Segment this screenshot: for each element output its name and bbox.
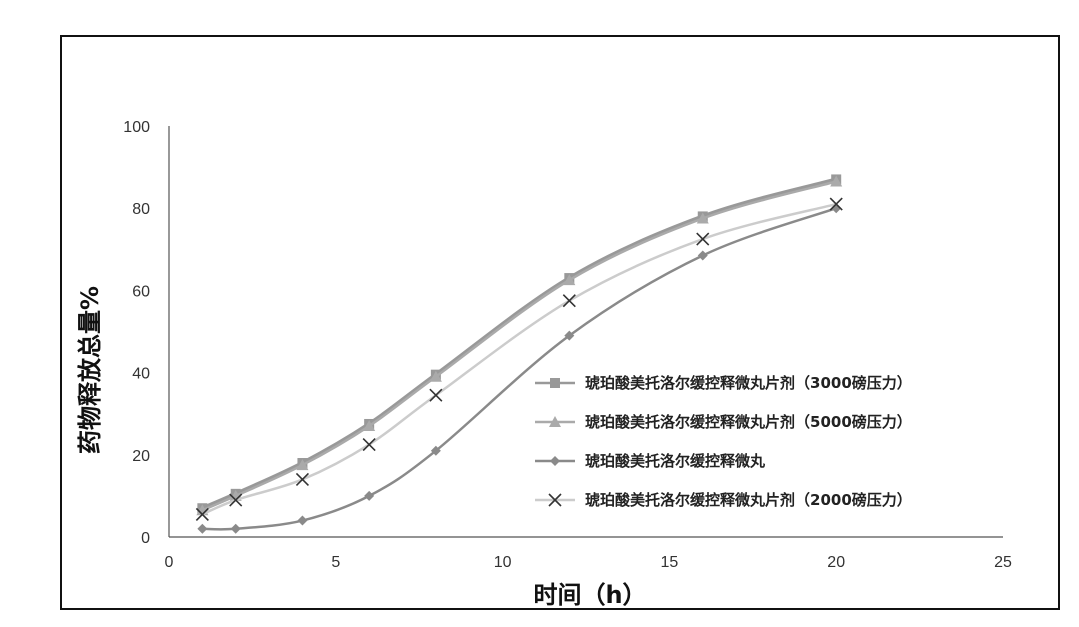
diamond-marker: [197, 523, 208, 534]
x-tick-label: 15: [661, 554, 679, 571]
x-tick-label: 10: [494, 554, 512, 571]
legend-item: 琥珀酸美托洛尔缓控释微丸片剂（2000磅压力）: [535, 491, 912, 509]
legend-label: 琥珀酸美托洛尔缓控释微丸片剂（2000磅压力）: [585, 491, 912, 509]
y-tick-label: 0: [141, 530, 150, 547]
series-4: [195, 197, 843, 521]
x-tick-label: 0: [165, 554, 174, 571]
x-marker: [829, 197, 843, 211]
x-marker: [362, 437, 376, 452]
triangle-marker: [296, 459, 309, 471]
triangle-marker: [429, 370, 442, 382]
triangle-marker: [563, 274, 576, 286]
y-tick-label: 80: [132, 201, 150, 218]
y-tick-label: 20: [132, 448, 150, 465]
x-marker: [429, 388, 443, 402]
diamond-marker: [297, 515, 308, 526]
square-marker: [550, 378, 560, 388]
triangle-marker: [696, 212, 709, 224]
diamond-marker: [697, 250, 708, 261]
x-tick-label: 25: [994, 554, 1012, 571]
x-marker: [696, 232, 710, 246]
diamond-marker: [364, 490, 375, 501]
series-layer: [195, 174, 843, 534]
chart-frame: [60, 35, 1060, 610]
triangle-marker: [363, 420, 376, 432]
diamond-marker: [430, 445, 441, 456]
x-axis-title: 时间（h）: [533, 581, 646, 609]
x-tick-label: 20: [827, 554, 845, 571]
axes: 0 20 40 60 80 100 0 5 10 15 20 25: [123, 119, 1012, 571]
legend-item: 琥珀酸美托洛尔缓控释微丸片剂（5000磅压力）: [535, 413, 912, 431]
x-marker: [229, 493, 243, 507]
legend-item: 琥珀酸美托洛尔缓控释微丸片剂（3000磅压力）: [535, 374, 912, 392]
legend-label: 琥珀酸美托洛尔缓控释微丸: [585, 452, 766, 470]
y-tick-label: 60: [132, 283, 150, 300]
x-marker: [548, 493, 562, 507]
x-marker: [295, 472, 310, 487]
x-marker: [562, 294, 576, 308]
legend-label: 琥珀酸美托洛尔缓控释微丸片剂（5000磅压力）: [585, 413, 912, 431]
x-tick-label: 5: [331, 554, 340, 571]
legend-label: 琥珀酸美托洛尔缓控释微丸片剂（3000磅压力）: [585, 374, 912, 392]
triangle-marker: [549, 416, 561, 427]
series-3: [197, 203, 842, 534]
triangle-marker: [830, 175, 843, 187]
diamond-marker: [550, 456, 560, 466]
x-marker: [195, 507, 209, 521]
diamond-marker: [230, 523, 241, 534]
diamond-marker: [564, 330, 575, 341]
legend-item: 琥珀酸美托洛尔缓控释微丸: [535, 452, 766, 470]
legend: 琥珀酸美托洛尔缓控释微丸片剂（3000磅压力） 琥珀酸美托洛尔缓控释微丸片剂（50…: [535, 374, 912, 509]
y-tick-label: 100: [123, 119, 150, 136]
y-axis-title: 药物释放总量%: [76, 286, 104, 454]
y-tick-label: 40: [132, 366, 150, 383]
